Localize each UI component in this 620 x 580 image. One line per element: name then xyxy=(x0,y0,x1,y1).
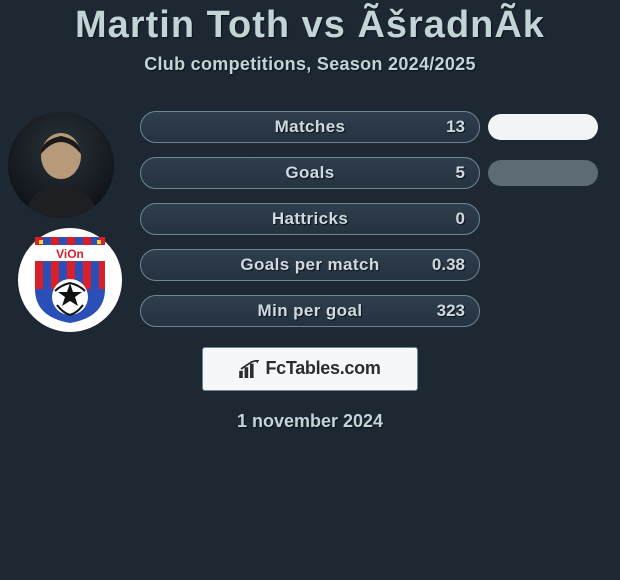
stat-label: Hattricks xyxy=(272,209,348,229)
stat-value: 13 xyxy=(446,117,465,137)
stat-bar: Goals per match 0.38 xyxy=(140,249,480,281)
club-badge-text: ViOn xyxy=(56,247,84,261)
fctables-badge: FcTables.com xyxy=(202,347,418,391)
subtitle: Club competitions, Season 2024/2025 xyxy=(0,54,620,75)
stat-value: 0 xyxy=(456,209,465,229)
stat-bar: Hattricks 0 xyxy=(140,203,480,235)
comparison-pill xyxy=(488,160,598,186)
fctables-label: FcTables.com xyxy=(265,358,380,379)
club-badge-icon: ViOn xyxy=(33,235,107,325)
stat-label: Min per goal xyxy=(258,301,363,321)
avatar-icon xyxy=(8,112,114,218)
snapshot-date: 1 november 2024 xyxy=(0,411,620,432)
stat-label: Matches xyxy=(275,117,346,137)
comparison-pill xyxy=(488,114,598,140)
stat-label: Goals xyxy=(285,163,334,183)
fctables-icon xyxy=(239,360,261,378)
stat-value: 5 xyxy=(456,163,465,183)
page-title: Martin Toth vs ÃšradnÃk xyxy=(0,6,620,46)
stat-value: 0.38 xyxy=(432,255,465,275)
stat-bar: Matches 13 xyxy=(140,111,480,143)
stat-value: 323 xyxy=(437,301,465,321)
player-avatar xyxy=(8,112,114,218)
club-badge: ViOn xyxy=(18,228,122,332)
stat-label: Goals per match xyxy=(240,255,379,275)
stat-bar: Min per goal 323 xyxy=(140,295,480,327)
stat-bar: Goals 5 xyxy=(140,157,480,189)
